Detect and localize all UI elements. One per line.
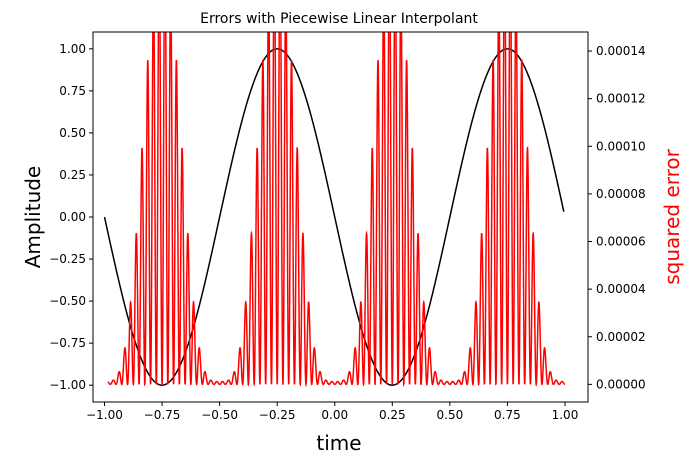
y2-axis-ticks: 0.00000 0.00002 0.00004 0.00006 0.00008 0.000… (588, 44, 646, 391)
y2-tick-label: 0.00002 (596, 330, 646, 344)
y-tick-label: −0.25 (49, 252, 86, 266)
y2-tick-label: 0.00000 (596, 377, 646, 391)
y2-tick-label: 0.00006 (596, 235, 646, 249)
chart-title: Errors with Piecewise Linear Interpolant (200, 11, 478, 27)
x-axis-label: time (316, 431, 361, 455)
y-tick-label: 1.00 (59, 42, 86, 56)
x-tick-label: −0.25 (259, 408, 296, 422)
series-layer (103, 32, 566, 388)
y2-tick-label: 0.00008 (596, 187, 646, 201)
y-tick-label: −0.50 (49, 294, 86, 308)
x-tick-label: 0.00 (321, 408, 348, 422)
y-tick-label: −1.00 (49, 378, 86, 392)
series-line-squared-error (107, 32, 566, 388)
y2-axis-label: squared error (660, 148, 684, 284)
x-tick-label: −0.50 (201, 408, 238, 422)
y-tick-label: −0.75 (49, 336, 86, 350)
y2-tick-label: 0.00010 (596, 139, 646, 153)
x-tick-label: −1.00 (86, 408, 123, 422)
y-tick-label: 0.50 (59, 126, 86, 140)
x-tick-label: 0.50 (437, 408, 464, 422)
y-tick-label: 0.75 (59, 84, 86, 98)
x-tick-label: −0.75 (144, 408, 181, 422)
y2-tick-label: 0.00014 (596, 44, 646, 58)
y-tick-label: 0.00 (59, 210, 86, 224)
x-tick-label: 0.75 (494, 408, 521, 422)
y-axis-label: Amplitude (21, 166, 45, 269)
y2-tick-label: 0.00012 (596, 92, 646, 106)
x-axis-ticks: −1.00 −0.75 −0.50 −0.25 0.00 0.25 0.50 0.75 1.00 (86, 402, 578, 422)
series-line-signal (103, 48, 565, 386)
x-tick-label: 0.25 (379, 408, 406, 422)
y-axis-ticks: −1.00 −0.75 −0.50 −0.25 0.00 0.25 0.50 0.75 1.00 (49, 42, 93, 392)
x-tick-label: 1.00 (552, 408, 579, 422)
y-tick-label: 0.25 (59, 168, 86, 182)
y2-tick-label: 0.00004 (596, 282, 646, 296)
